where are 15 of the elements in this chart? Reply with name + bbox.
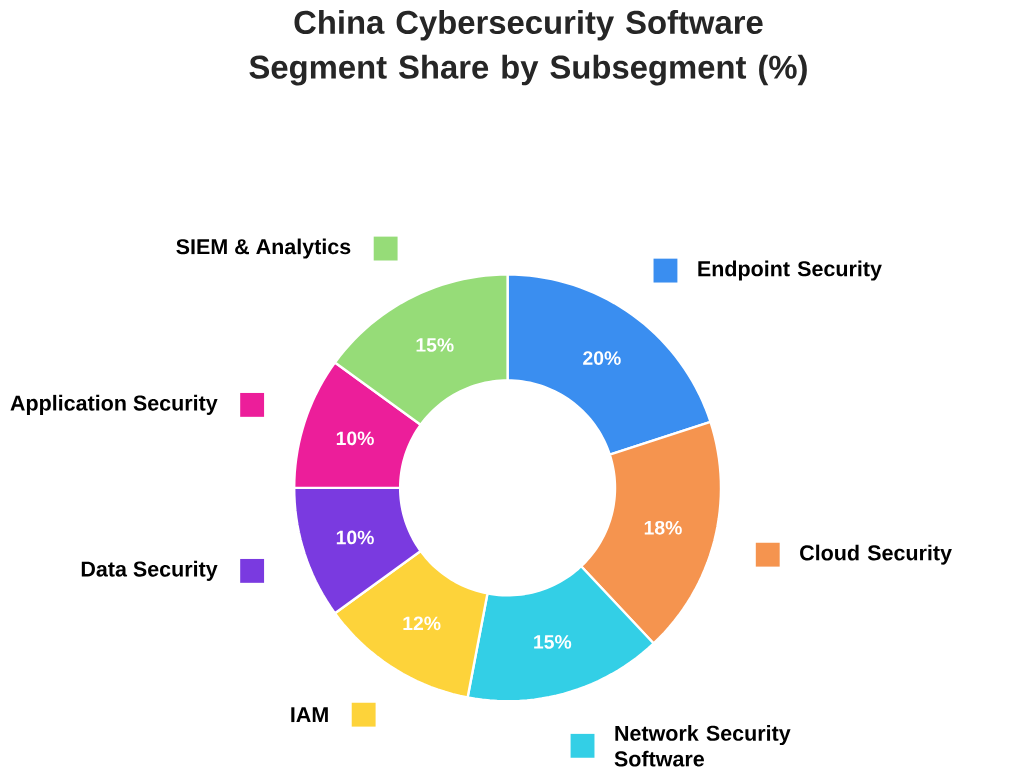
data-label: 15%	[416, 338, 454, 353]
data-label: 20%	[583, 351, 621, 366]
data-label: 18%	[644, 521, 682, 535]
legend-label: SIEM & Analytics	[176, 238, 351, 259]
legend-label: IAM	[291, 707, 328, 723]
chart-title: China Cybersecurity Software Segment Share by Subsegment (%)	[249, 10, 807, 86]
data-label: 10%	[336, 530, 374, 545]
legend-label: Application Security	[10, 395, 218, 416]
slice-label: Cloud Security	[800, 544, 952, 565]
data-label: 10%	[336, 431, 374, 446]
legend-label: Data Security	[81, 561, 218, 582]
slice-label: Network Security Software	[614, 725, 791, 767]
data-label: 12%	[403, 616, 441, 631]
data-label: 15%	[534, 635, 572, 650]
slice-label: Endpoint Security	[698, 260, 882, 281]
